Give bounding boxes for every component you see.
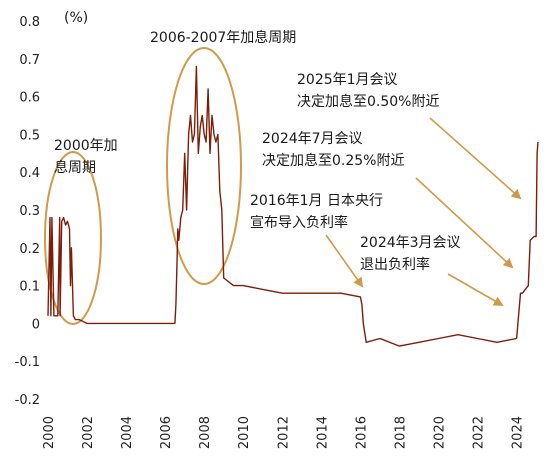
highlight-ovals [44,47,242,325]
annotation-2006-2007-hike: 2006-2007年加息周期 [150,29,296,46]
x-tick-label: 2022 [472,416,487,449]
x-tick-label: 2016 [354,416,369,449]
annotation-2024-mar-exit: 2024年3月会议 退出负利率 [360,235,465,273]
highlight-oval-2000 [44,151,102,325]
annotations: 2006-2007年加息周期 2025年1月会议 决定加息至0.50%附近 20… [54,29,465,273]
x-tick-label: 2024 [511,416,526,449]
annotation-2025-jan: 2025年1月会议 决定加息至0.50%附近 [297,72,439,110]
y-tick-label: 0.2 [19,242,40,257]
x-tick-label: 2006 [159,416,174,449]
y-tick-label: 0.1 [19,280,40,295]
annotation-arrows [325,117,522,306]
series-line [47,65,539,347]
x-tick-label: 2002 [81,416,96,449]
arrow-2025-jan [429,117,522,200]
x-axis-ticks: 2000 2002 2004 2006 2008 2010 2012 2014 2016 2018… [42,416,526,449]
x-tick-label: 2018 [393,416,408,449]
arrow-2016-jan [325,234,364,288]
y-tick-label: -0.2 [15,393,40,408]
x-tick-label: 2012 [276,416,291,449]
y-tick-label: 0.6 [19,91,40,106]
y-tick-label: 0 [32,317,40,332]
x-tick-label: 2000 [42,416,57,449]
x-tick-label: 2014 [315,416,330,449]
y-tick-label: 0.8 [19,15,40,30]
x-tick-label: 2010 [237,416,252,449]
x-tick-label: 2020 [432,416,447,449]
y-tick-label: 0.7 [19,53,40,68]
x-tick-label: 2008 [198,416,213,449]
y-axis-unit-label: (%) [64,10,88,26]
arrow-2024-jul [415,177,514,269]
y-tick-label: -0.1 [15,355,40,370]
y-tick-label: 0.4 [19,166,40,181]
x-tick-label: 2004 [120,416,135,449]
y-axis-ticks: 0.8 0.7 0.6 0.5 0.4 0.3 0.2 0.1 0 -0.1 -0.2 [15,15,40,408]
annotation-2000-hike: 2000年加 息周期 [54,138,122,176]
arrow-2024-mar [447,273,504,306]
y-tick-label: 0.5 [19,128,40,143]
highlight-oval-2006-2007 [166,47,242,285]
y-tick-label: 0.3 [19,204,40,219]
annotation-2024-jul: 2024年7月会议 决定加息至0.25%附近 [262,131,404,169]
annotation-2016-negative-rate: 2016年1月 日本央行 宣布导入负利率 [250,193,387,231]
